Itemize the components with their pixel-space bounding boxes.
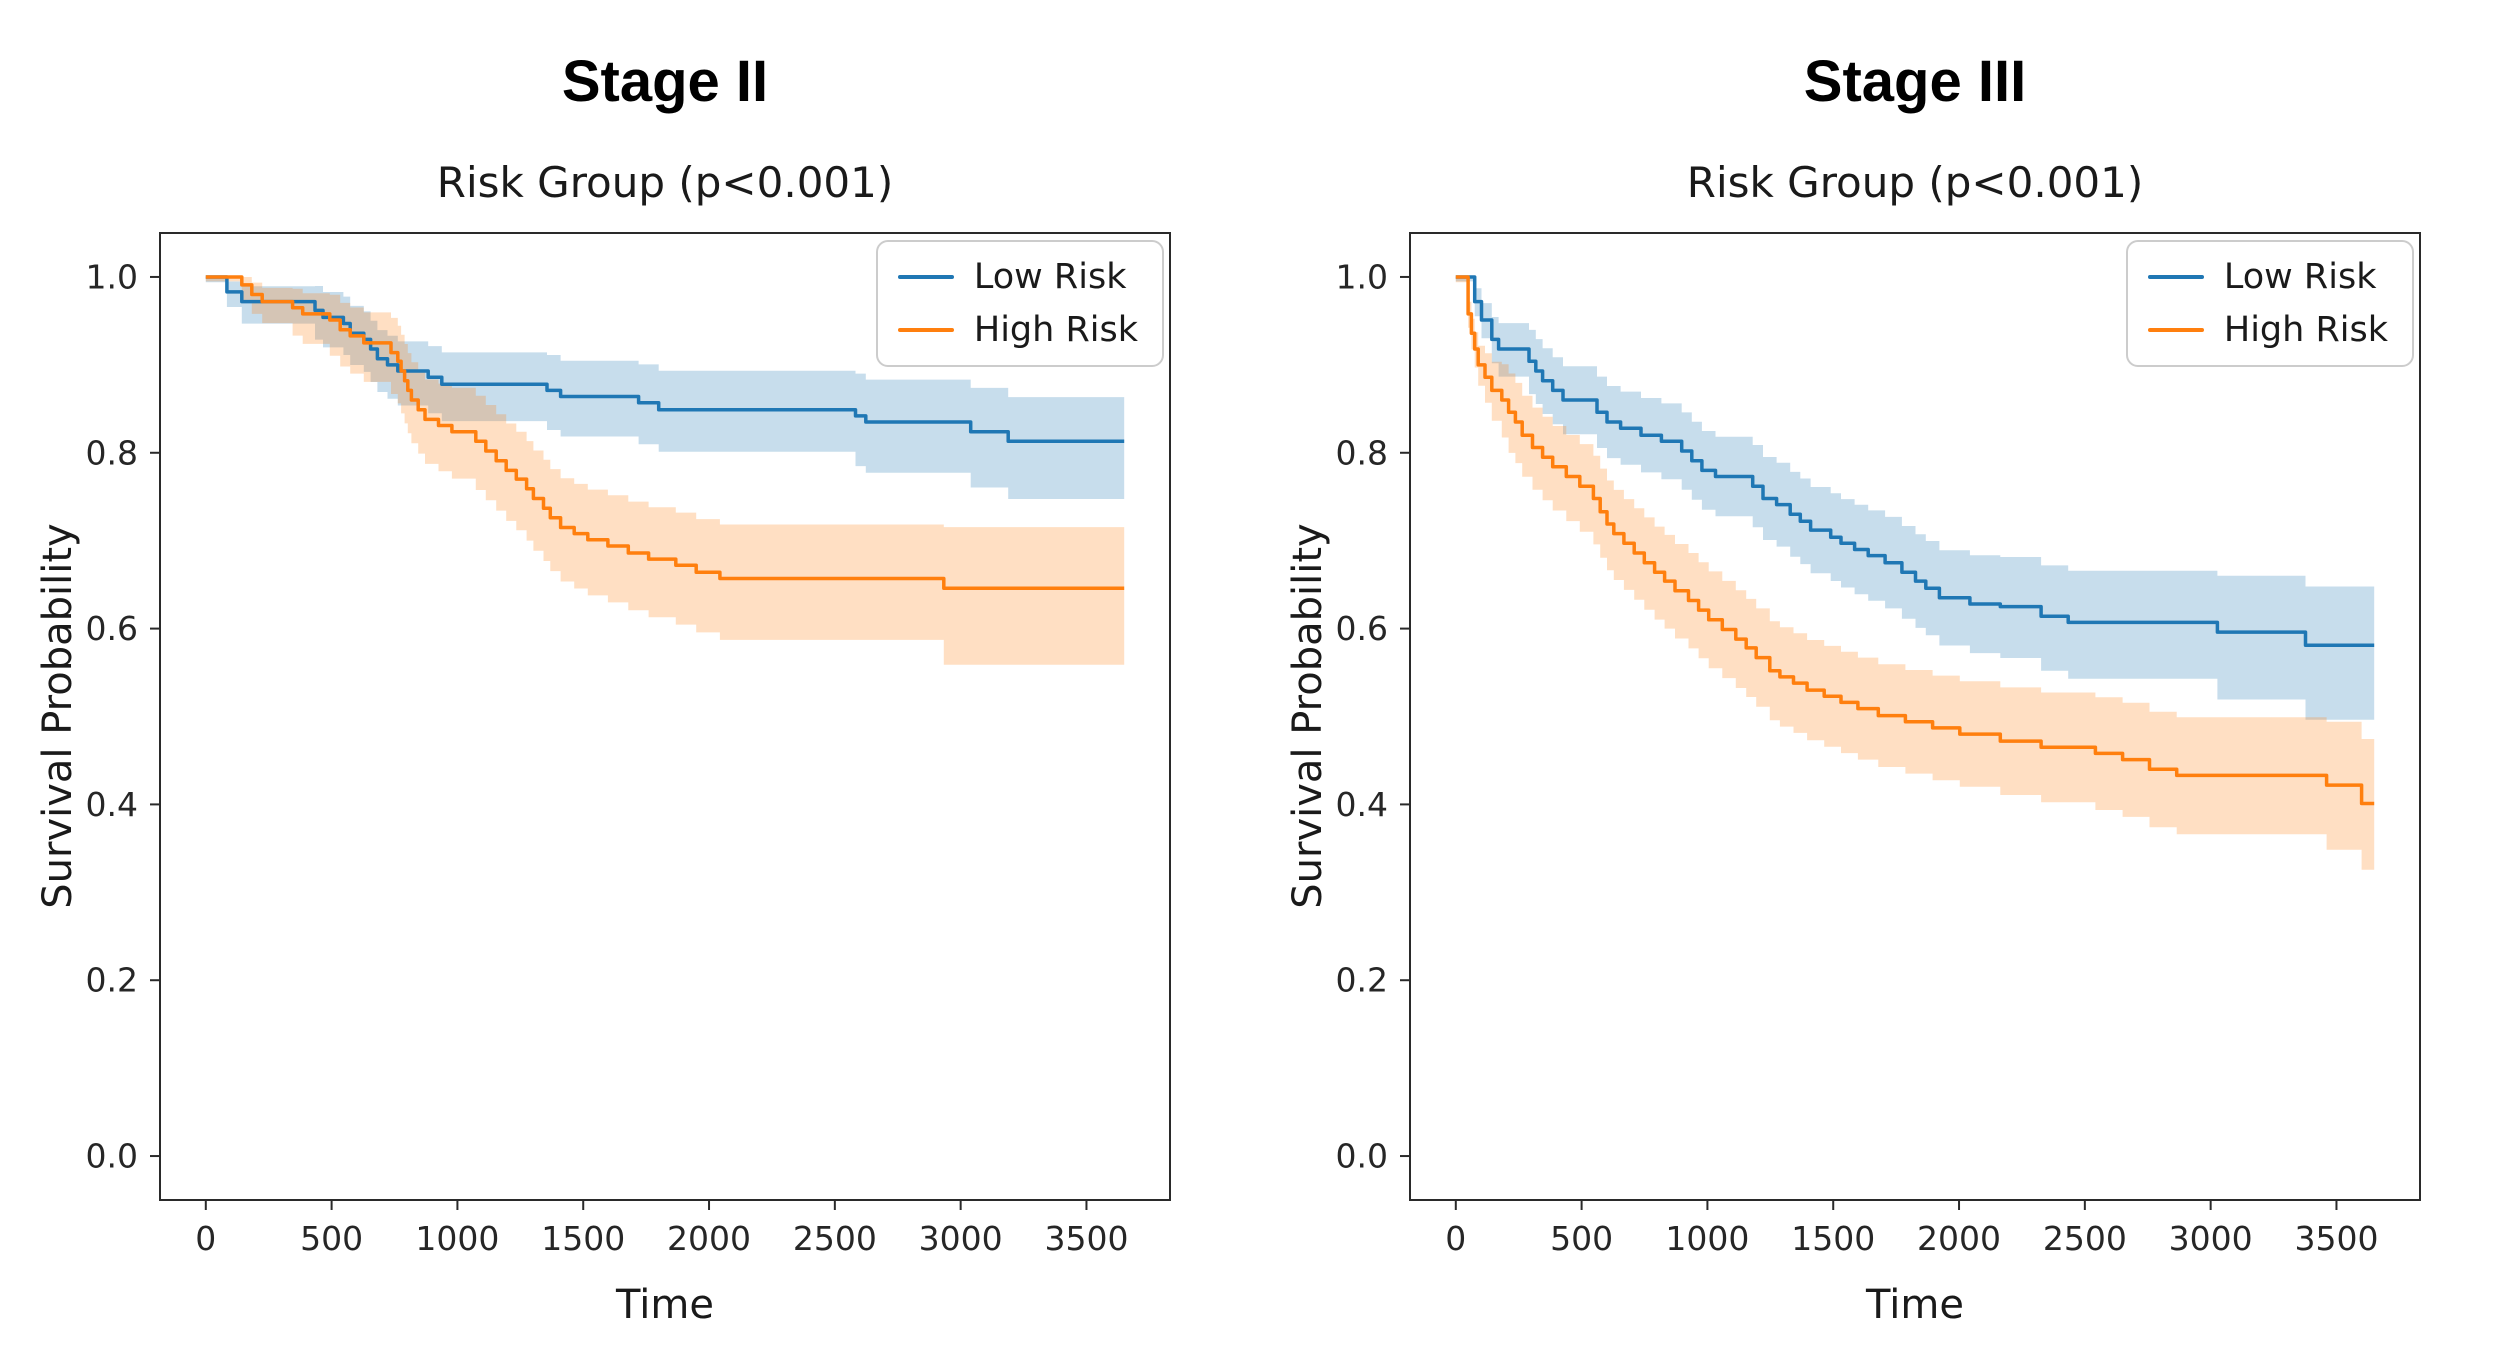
survival-plot-stage-iii: 0 500 1000 1500 2000 2500 3000 3500 0.0 0.2 0.4 0.6…: [1336, 232, 2421, 1258]
legend-label-high-risk: High Risk: [2223, 309, 2388, 350]
y-tick-label: 1.0: [86, 257, 138, 296]
legend-item-low-risk: Low Risk: [2147, 257, 2388, 297]
legend-label-high-risk: High Risk: [973, 309, 1138, 350]
x-tick-label: 3000: [919, 1219, 1003, 1258]
x-tick-label: 3000: [2169, 1219, 2253, 1258]
legend-label-low-risk: Low Risk: [973, 257, 1127, 297]
x-tick-label: 2500: [793, 1219, 877, 1258]
x-tick-label: 2000: [1917, 1219, 2001, 1258]
axes-spines: [1409, 232, 2421, 1201]
stage-ii-panel: Stage II Risk Group (p<0.001) Survival P…: [35, 49, 1171, 1328]
x-axis-label: Time: [1866, 1282, 1964, 1328]
y-tick-label: 0.2: [86, 961, 138, 1000]
axes-title: Risk Group (p<0.001): [1686, 158, 2144, 207]
survival-curve-low-risk: [1455, 275, 2375, 648]
legend-item-low-risk: Low Risk: [897, 257, 1138, 297]
y-tick-label: 0.8: [86, 433, 138, 472]
x-tick-label: 1000: [1665, 1219, 1749, 1258]
x-tick-label: 500: [1550, 1219, 1613, 1258]
x-tick-label: 2500: [2043, 1219, 2127, 1258]
axes-title: Risk Group (p<0.001): [436, 158, 894, 207]
y-tick-label: 0.0: [1336, 1137, 1388, 1176]
y-tick-label: 0.2: [1336, 961, 1388, 1000]
high-risk-line-swatch: [897, 327, 954, 332]
y-tick-label: 0.0: [86, 1137, 138, 1176]
x-tick-label: 2000: [667, 1219, 751, 1258]
panel-title-stage-iii: Stage III: [1803, 49, 2027, 114]
legend-item-high-risk: High Risk: [897, 309, 1138, 350]
survival-curve-high-risk: [205, 275, 1125, 590]
y-tick-label: 0.6: [1336, 609, 1388, 648]
panel-title-stage-ii: Stage II: [561, 49, 769, 114]
confidence-band-low-risk: [1455, 277, 2375, 720]
confidence-band-low-risk: [205, 277, 1125, 499]
survival-curve-high-risk: [1455, 275, 2375, 806]
legend-item-high-risk: High Risk: [2147, 309, 2388, 350]
confidence-band-high-risk: [1455, 277, 2375, 870]
y-tick-label: 1.0: [1336, 257, 1388, 296]
legend: Low Risk High Risk: [2125, 240, 2414, 367]
axes-spines: [159, 232, 1171, 1201]
low-risk-line-swatch: [897, 275, 954, 280]
high-risk-line-swatch: [2147, 327, 2204, 332]
legend: Low Risk High Risk: [875, 240, 1164, 367]
x-tick-label: 500: [300, 1219, 363, 1258]
low-risk-line-swatch: [2147, 275, 2204, 280]
x-tick-label: 3500: [1044, 1219, 1128, 1258]
survival-plot-stage-ii: 0 500 1000 1500 2000 2500 3000 3500 0.0 0.2 0.4 0.6…: [86, 232, 1171, 1258]
x-tick-label: 1000: [415, 1219, 499, 1258]
y-tick-label: 0.4: [1336, 785, 1388, 824]
y-tick-label: 0.8: [1336, 433, 1388, 472]
x-tick-label: 3500: [2294, 1219, 2378, 1258]
x-tick-label: 1500: [1791, 1219, 1875, 1258]
confidence-band-high-risk: [205, 277, 1125, 665]
x-axis-label: Time: [616, 1282, 714, 1328]
y-tick-label: 0.4: [86, 785, 138, 824]
survival-curve-low-risk: [205, 275, 1125, 444]
x-tick-label: 0: [195, 1219, 216, 1258]
x-tick-label: 1500: [541, 1219, 625, 1258]
stage-iii-panel: Stage III Risk Group (p<0.001) Survival …: [1250, 0, 2500, 1351]
legend-label-low-risk: Low Risk: [2223, 257, 2377, 297]
x-tick-label: 0: [1445, 1219, 1466, 1258]
y-tick-label: 0.6: [86, 609, 138, 648]
